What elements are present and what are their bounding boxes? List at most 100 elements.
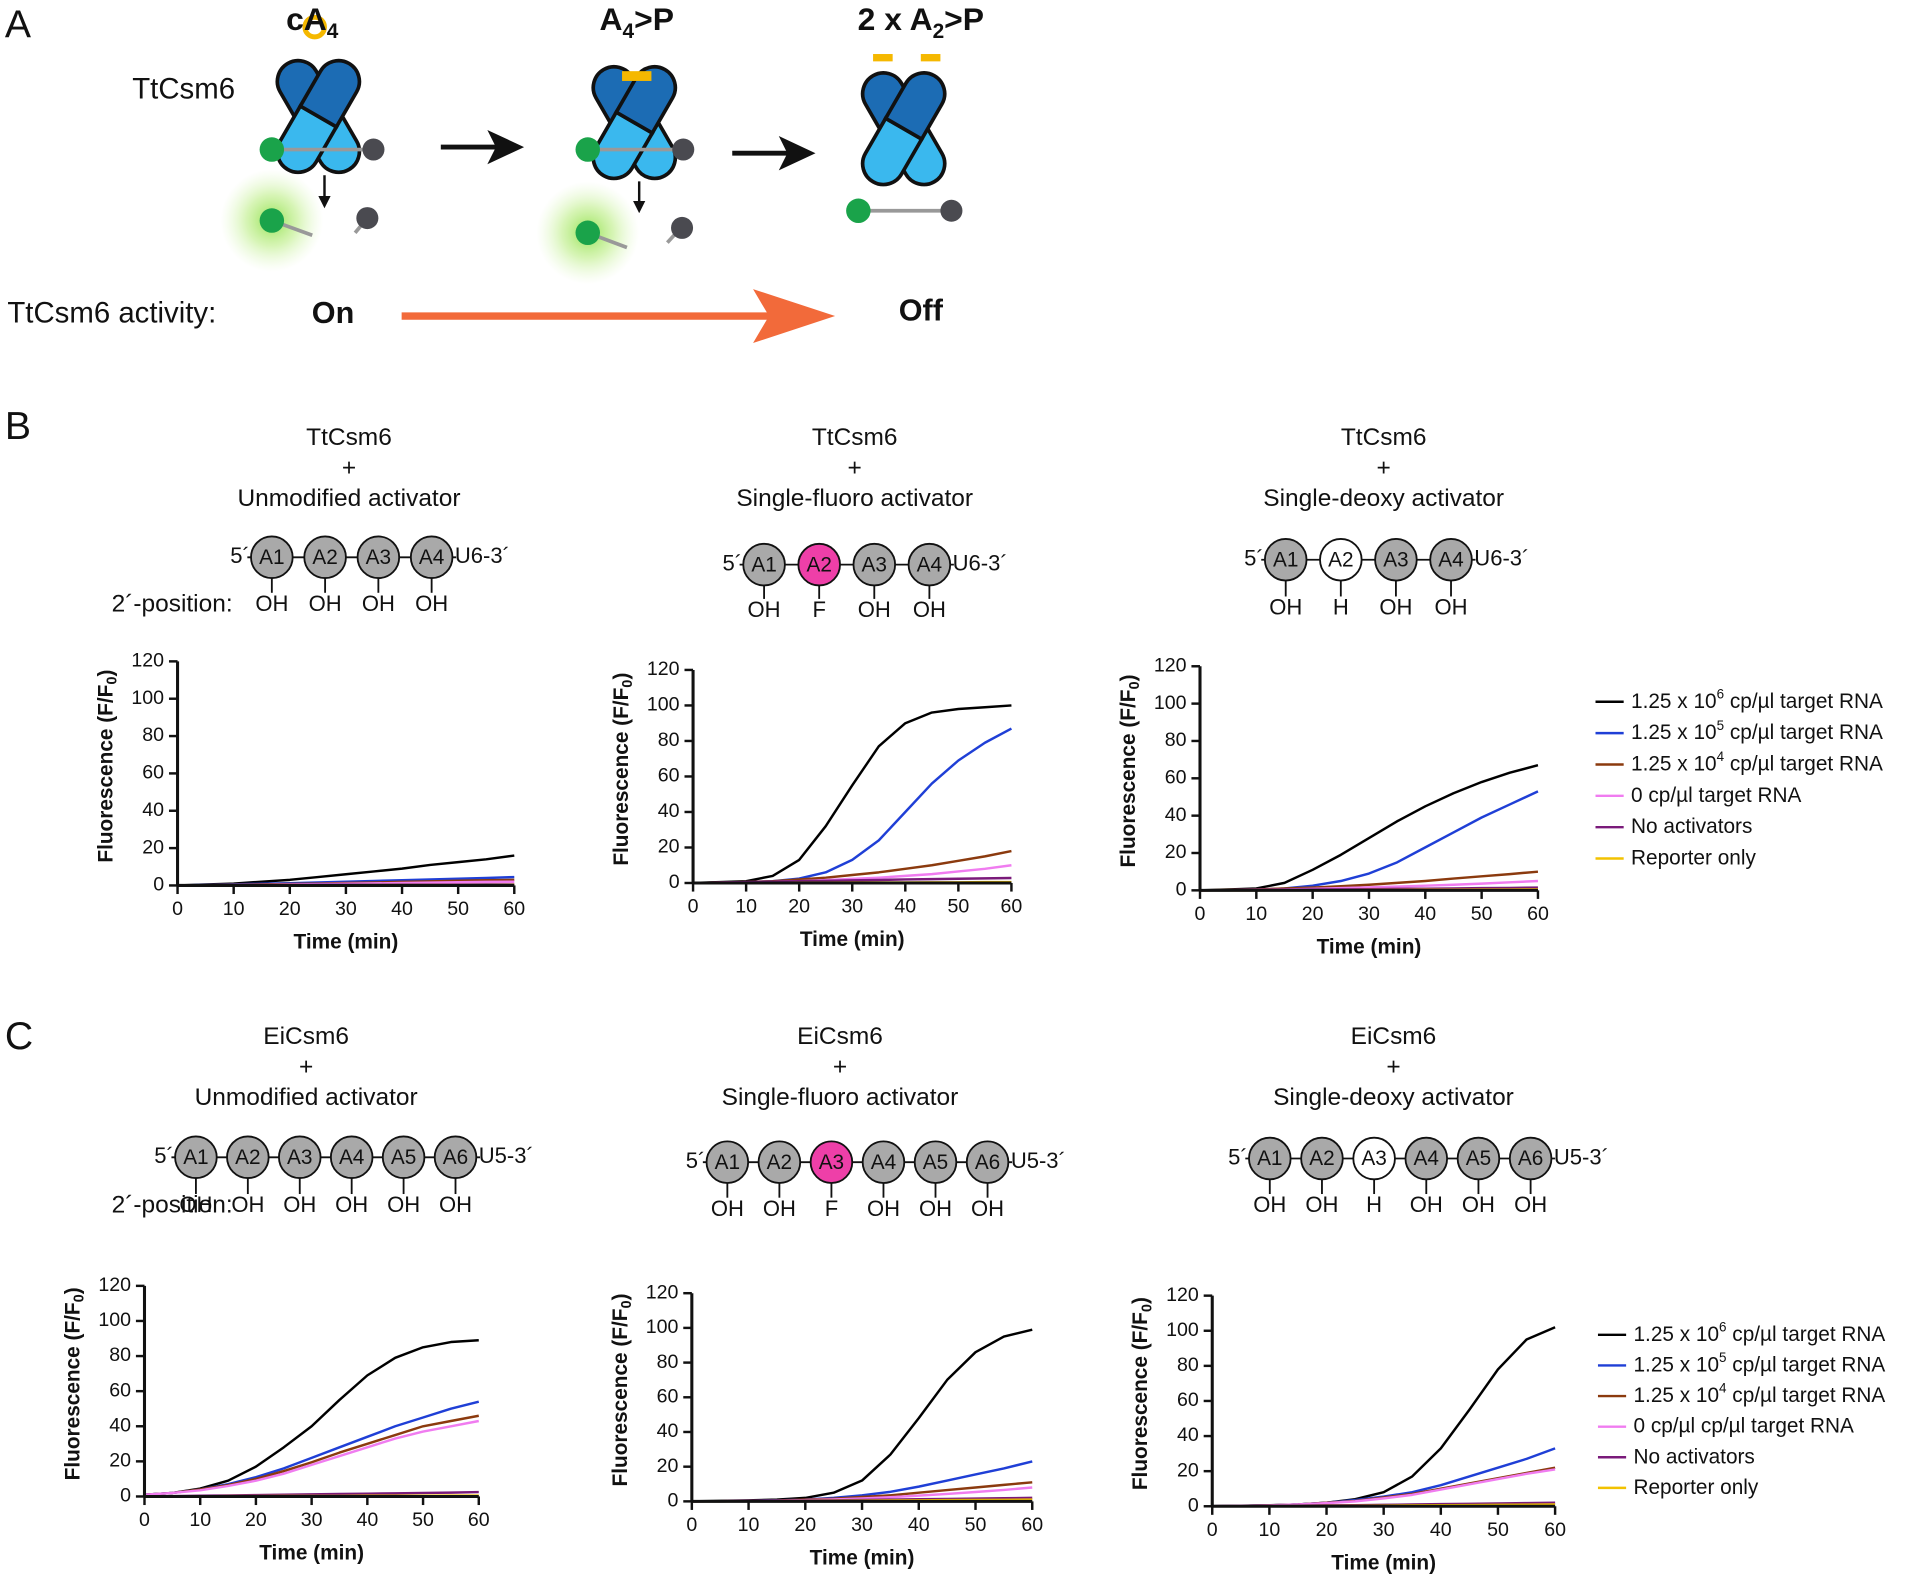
text-run: ) [608,1293,631,1300]
y-tick-label: 0 [1176,879,1187,901]
text-run: 0 [619,1300,635,1308]
nucleotide [174,1135,218,1180]
nucleotide [1300,1136,1344,1181]
nucleotide-label: A2 [1328,548,1353,571]
legend-label: Reporter only [1631,846,1756,869]
quencher [940,199,963,222]
y-tick-label: 60 [658,765,680,787]
y-tick-label: 20 [142,836,164,858]
y-tick-label: 120 [646,1281,679,1303]
nucleotide-label: A5 [391,1146,416,1169]
structure-header: TtCsm6 [812,424,898,451]
x-tick-label: 60 [1001,896,1023,918]
text-run: ) [61,1287,84,1294]
structure-header: Single-deoxy activator [1263,485,1504,512]
text-run: cA [286,2,327,38]
fluorophore [259,137,285,162]
text-run: ) [1116,674,1139,681]
x-tick-label: 0 [686,1514,697,1536]
nucleotide [433,1135,478,1180]
group-label: OH [231,1192,264,1217]
y-tick-label: 20 [109,1450,131,1472]
five-prime: 5´ [722,550,742,575]
five-prime: 5´ [1244,546,1264,571]
nucleotide [1508,1136,1553,1181]
group-label: OH [439,1192,472,1217]
nucleotide [1352,1136,1396,1181]
three-prime: U6-3´ [455,543,510,568]
group-label: OH [1514,1192,1547,1217]
x-tick-label: 60 [468,1509,490,1531]
text-run: Fluorescence (F/F [61,1302,84,1480]
nucleotide-label: A3 [862,553,887,576]
text-run: No activators [1631,815,1752,838]
text-run: ) [94,670,117,677]
panel-label: A [5,3,32,46]
y-axis-title: Fluorescence (F/F0) [610,673,636,866]
structure-header: + [848,455,862,482]
fluorophore [846,198,871,223]
quencher [356,207,379,230]
structure-header: Unmodified activator [237,485,460,512]
x-axis-title: Time (min) [294,931,399,954]
activity-on: On [312,296,355,330]
nucleotide [1404,1136,1449,1181]
y-tick-label: 0 [667,1490,678,1512]
x-tick-label: 10 [1258,1519,1280,1541]
legend-label: No activators [1633,1445,1754,1468]
group-label: OH [913,597,946,622]
text-run: 0 [620,680,636,688]
activity-label: TtCsm6 activity: [7,297,216,330]
nucleotide [329,1135,374,1180]
x-axis-title: Time (min) [259,1542,364,1565]
text-run: 0 [105,676,121,684]
text-run: A [600,2,623,38]
series-line [691,1328,1033,1503]
nucleotide [303,535,347,580]
x-tick-label: 0 [1195,903,1206,925]
y-tick-label: 100 [131,687,164,709]
nucleotide-label: A2 [235,1146,260,1169]
ca4-ring [302,14,327,40]
text-run: ) [1129,1297,1152,1304]
group-label: OH [1253,1192,1286,1217]
legend-label: 1.25 x 104 cp/µl target RNA [1631,749,1883,775]
series-line [693,704,1012,885]
structure-header: + [1377,455,1391,482]
nucleotide-label: A3 [819,1151,844,1174]
nucleotide [1248,1136,1292,1181]
structure-header: Unmodified activator [195,1084,418,1111]
x-axis-title: Time (min) [810,1546,915,1569]
legend-label: 0 cp/µl cp/µl target RNA [1633,1414,1854,1437]
x-tick-label: 20 [788,896,810,918]
three-prime: U5-3´ [479,1143,534,1168]
nucleotide [965,1140,1010,1184]
nucleotide [757,1140,802,1184]
text-run: >P [944,2,984,38]
x-tick-label: 20 [1316,1519,1338,1541]
text-run: Fluorescence (F/F [94,685,117,863]
y-tick-label: 100 [1154,692,1187,714]
group-label: OH [919,1196,952,1221]
text-run: 1.25 x 10 [1633,1322,1719,1345]
quencher [671,216,694,239]
x-tick-label: 30 [1373,1519,1395,1541]
protein-name: TtCsm6 [132,73,235,106]
group-label: OH [1379,595,1412,620]
text-run: >P [634,2,674,38]
y-tick-label: 20 [657,1455,679,1477]
x-tick-label: 0 [688,896,699,918]
x-tick-label: 0 [1207,1519,1218,1541]
y-tick-label: 100 [647,694,680,716]
nucleotide-label: A4 [1438,548,1463,571]
structure-header: EiCsm6 [263,1023,349,1050]
nucleotide [226,1135,270,1180]
x-tick-label: 50 [965,1514,987,1536]
y-tick-label: 80 [1177,1354,1199,1376]
y-tick-label: 80 [142,724,164,746]
series-line [1212,1326,1556,1508]
legend-label: Reporter only [1633,1475,1758,1498]
y-tick-label: 20 [1165,841,1187,863]
group-label: F [825,1196,838,1221]
